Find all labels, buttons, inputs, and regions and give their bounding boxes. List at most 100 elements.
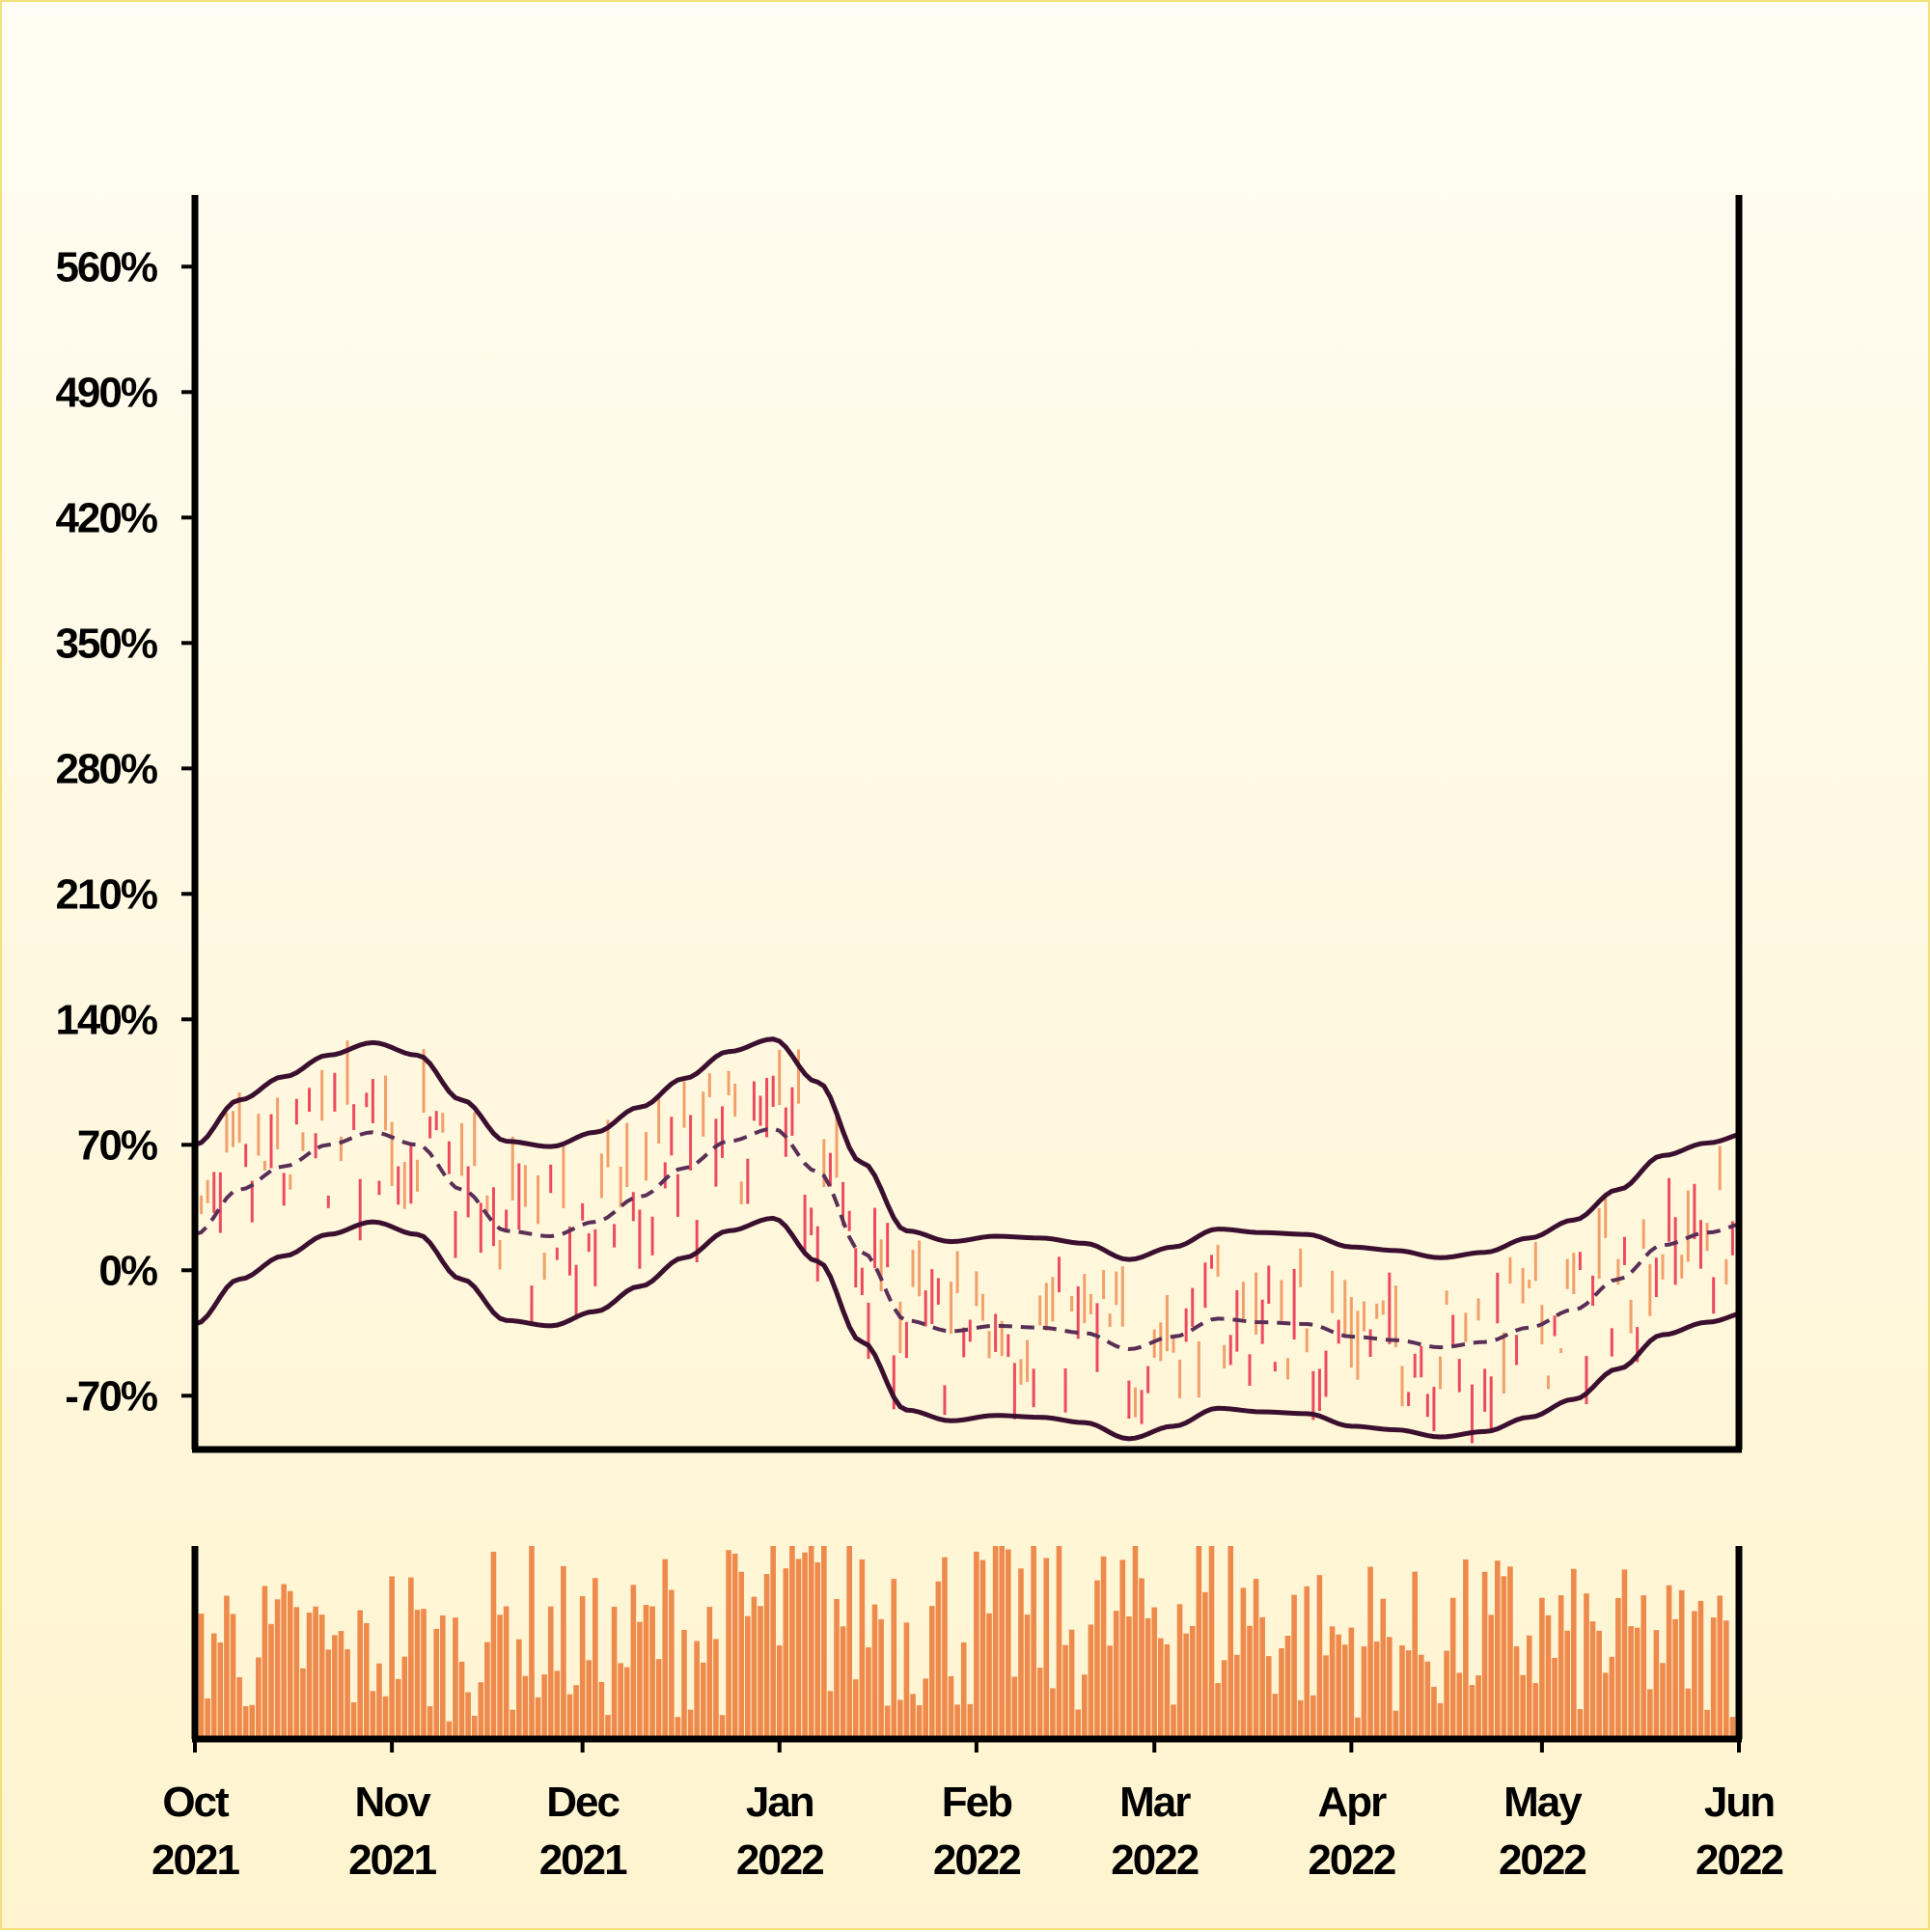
volume-bar [1392,1710,1399,1739]
volume-bar [795,1559,802,1739]
volume-bar [897,1699,903,1739]
volume-bar [1685,1688,1692,1739]
volume-bar [1221,1660,1227,1739]
x-tick-label-month: Jun [1704,1779,1774,1826]
volume-bar [687,1709,694,1739]
volume-bar [1532,1683,1539,1739]
volume-bar [891,1579,897,1739]
volume-bar [967,1703,974,1739]
volume-bar [484,1642,490,1739]
volume-bar [1341,1644,1348,1739]
volume-bar [1043,1558,1050,1739]
volume-bar [1692,1611,1697,1739]
volume-bar [669,1589,675,1739]
volume-bar [866,1647,871,1739]
volume-bar [1660,1663,1666,1739]
volume-bar [903,1622,910,1739]
volume-bar [541,1674,547,1739]
volume-bar [325,1649,332,1739]
volume-bar [1373,1641,1380,1739]
x-tick-label-month: Oct [162,1779,230,1826]
x-tick-label-year: 2021 [348,1836,436,1884]
volume-bar [300,1668,306,1739]
volume-bar [357,1610,363,1739]
volume-bar [1463,1559,1469,1739]
volume-bar [1361,1646,1367,1739]
volume-bar [1399,1644,1405,1739]
volume-bar [623,1667,630,1739]
volume-bar [1666,1585,1672,1739]
volume-bar [198,1614,205,1739]
volume-bar [1584,1593,1589,1739]
volume-bar [1678,1589,1685,1739]
volume-bar [370,1691,376,1739]
volume-bar [1132,1546,1139,1739]
volume-bar [338,1631,345,1739]
volume-bar [230,1614,236,1739]
x-tick-label-month: Feb [942,1779,1012,1826]
volume-bar [566,1694,573,1739]
volume-bar [274,1599,281,1739]
volume-bar [318,1615,325,1739]
volume-bar [503,1606,510,1739]
y-tick-label: 140% [55,996,156,1043]
volume-bar [1520,1674,1526,1739]
volume-bar [1475,1674,1481,1739]
volume-bar [389,1576,395,1739]
volume-bar [1697,1600,1704,1739]
volume-bar [224,1595,230,1739]
volume-bar [1056,1546,1062,1739]
y-tick-label: 0% [98,1247,156,1294]
volume-bar [1717,1595,1723,1739]
volume-bar [242,1705,249,1739]
volume-bar [1367,1566,1373,1739]
volume-bar [433,1628,440,1739]
x-tick-label-month: May [1503,1779,1583,1826]
volume-bar [363,1622,370,1739]
volume-bar [421,1609,427,1739]
bollinger-bands [194,1036,1740,1442]
volume-bar [458,1661,465,1739]
volume-bar [1310,1695,1316,1739]
volume-bar [446,1721,453,1739]
volume-bar [268,1623,274,1739]
volume-bar [1202,1591,1208,1739]
volume-bar [681,1630,687,1739]
volume-bar [618,1663,623,1739]
volume-bar [376,1663,382,1739]
volume-bar [1126,1615,1132,1739]
volume-bar [928,1606,935,1739]
volume-bar [700,1662,706,1739]
volume-bar [1100,1556,1107,1739]
x-tick-label-month: Dec [546,1779,620,1826]
volume-bar [1158,1638,1164,1739]
volume-bar [1215,1683,1221,1739]
volume-bar [630,1585,637,1739]
volume-bar [478,1682,484,1739]
volume-bar [547,1606,554,1739]
y-tick-label: 560% [55,243,156,290]
volume-bar [605,1715,611,1739]
volume-bar [719,1715,726,1739]
volume-bar [586,1660,593,1739]
volume-bar [1024,1615,1031,1739]
volume-bar [802,1552,808,1739]
volume-bar [954,1704,960,1739]
volume-bar [1304,1586,1310,1739]
volume-bar [986,1613,992,1739]
volume-bar [1329,1626,1336,1739]
volume-bar [852,1679,859,1739]
volume-bar [345,1649,350,1739]
volume-bar [554,1670,561,1739]
volume-bar [1501,1576,1507,1739]
volume-bar [643,1605,649,1739]
volume-bar [1710,1617,1717,1739]
volume-bar [1596,1630,1602,1739]
volume-bar [236,1676,242,1739]
volume-bar [1139,1578,1144,1739]
volume-bar [758,1606,763,1739]
volume-bar [1253,1579,1259,1739]
volume-bar [1634,1627,1640,1739]
volume-bar [1456,1672,1463,1739]
volume-bar [205,1697,210,1739]
